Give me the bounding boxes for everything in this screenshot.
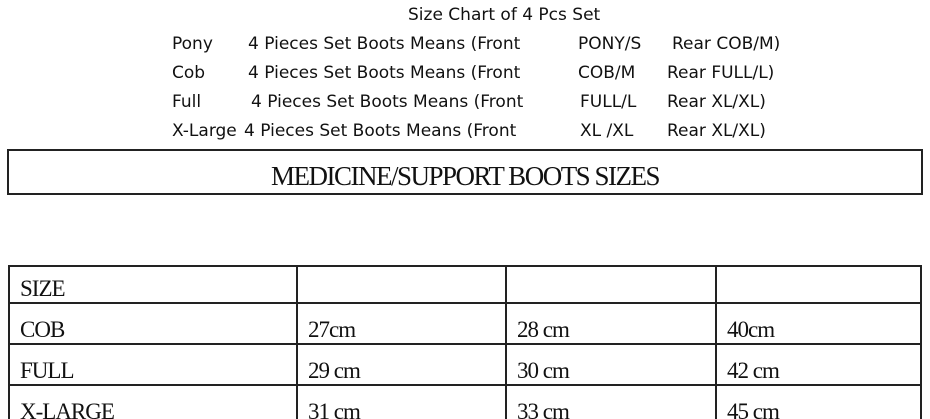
set-rear: Rear XL/XL) [667, 121, 766, 141]
value-cell: 30 cm [505, 343, 717, 386]
set-rear: Rear XL/XL) [667, 92, 766, 112]
set-size-label: Pony [172, 34, 213, 54]
section-banner: MEDICINE/SUPPORT BOOTS SIZES [7, 149, 923, 195]
value-cell: 28 cm [505, 302, 717, 345]
value-cell: 31 cm [296, 384, 507, 419]
size-cell: X-LARGE [8, 384, 298, 419]
set-front: PONY/S [578, 34, 642, 54]
set-rear: Rear COB/M) [672, 34, 781, 54]
value-cell: 45 cm [715, 384, 922, 419]
set-desc: 4 Pieces Set Boots Means (Front [251, 92, 524, 112]
set-size-label: X-Large [172, 121, 237, 141]
size-cell: FULL [8, 343, 298, 386]
size-cell: COB [8, 302, 298, 345]
table-header-row: SIZE [8, 265, 922, 304]
header-cell [715, 265, 922, 304]
header-cell [505, 265, 717, 304]
value-cell: 33 cm [505, 384, 717, 419]
value-cell: 29 cm [296, 343, 507, 386]
set-rear: Rear FULL/L) [667, 63, 775, 83]
header-cell [296, 265, 507, 304]
table-row: X-LARGE 31 cm 33 cm 45 cm [8, 384, 922, 419]
set-desc: 4 Pieces Set Boots Means (Front [248, 34, 521, 54]
table-row: FULL 29 cm 30 cm 42 cm [8, 343, 922, 386]
set-front: FULL/L [580, 92, 637, 112]
header-cell: SIZE [8, 265, 298, 304]
value-cell: 40cm [715, 302, 922, 345]
set-size-label: Full [172, 92, 202, 112]
set-desc: 4 Pieces Set Boots Means (Front [244, 121, 517, 141]
set-front: XL /XL [580, 121, 634, 141]
value-cell: 27cm [296, 302, 507, 345]
set-size-label: Cob [172, 63, 206, 83]
table-row: COB 27cm 28 cm 40cm [8, 302, 922, 345]
chart-title: Size Chart of 4 Pcs Set [408, 5, 601, 25]
set-desc: 4 Pieces Set Boots Means (Front [248, 63, 521, 83]
set-front: COB/M [578, 63, 636, 83]
value-cell: 42 cm [715, 343, 922, 386]
size-table: SIZE COB 27cm 28 cm 40cm FULL 29 cm 30 c… [8, 265, 922, 419]
